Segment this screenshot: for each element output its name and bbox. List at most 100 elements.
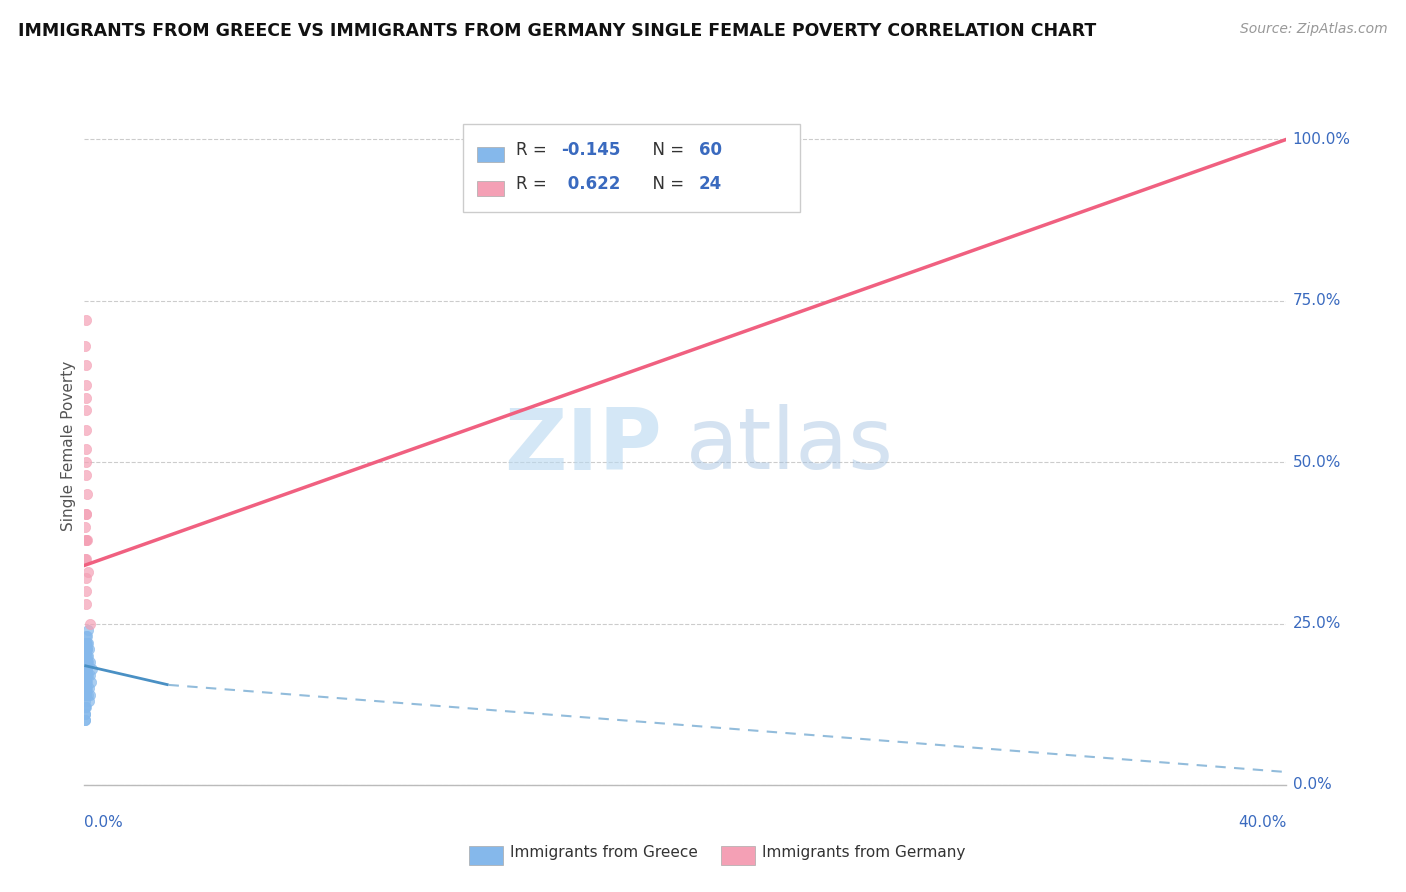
Point (73, 694, 96, 708)
Point (79, 616, 101, 631)
Point (79, 688, 101, 702)
Point (75, 455, 97, 469)
Text: 25.0%: 25.0% (1292, 616, 1341, 631)
Point (73, 648, 96, 663)
Point (75, 507, 97, 521)
Point (75, 442, 97, 457)
Point (75, 636, 97, 650)
Point (75, 584, 97, 599)
Point (76, 533, 98, 547)
Point (77, 681, 100, 695)
Point (75, 552, 97, 566)
Point (76, 655, 98, 669)
Point (75, 423, 97, 437)
Point (75, 700, 97, 714)
Point (76, 642, 98, 657)
Point (76, 487, 98, 501)
Point (80, 662, 103, 676)
Point (75, 668, 97, 682)
Point (75, 662, 97, 676)
Point (80, 674, 103, 689)
Point (73, 714, 96, 728)
Point (73, 706, 96, 721)
Point (77, 655, 100, 669)
Text: 60: 60 (699, 141, 721, 159)
Point (75, 655, 97, 669)
Point (75, 700, 97, 714)
Text: N =: N = (643, 175, 689, 193)
Point (77, 642, 100, 657)
Point (73, 681, 96, 695)
Text: Immigrants from Germany: Immigrants from Germany (762, 846, 966, 860)
Text: Source: ZipAtlas.com: Source: ZipAtlas.com (1240, 22, 1388, 37)
Text: 24: 24 (699, 175, 721, 193)
Point (75, 674, 97, 689)
Point (75, 519, 97, 533)
Point (75, 662, 97, 676)
Point (75, 642, 97, 657)
Point (75, 674, 97, 689)
Point (79, 655, 101, 669)
Point (75, 571, 97, 585)
FancyBboxPatch shape (470, 846, 503, 865)
Point (75, 391, 97, 405)
Point (76, 648, 98, 663)
Point (77, 636, 100, 650)
Point (75, 533, 97, 547)
Point (75, 688, 97, 702)
Point (75, 339, 97, 353)
Point (77, 565, 100, 579)
Point (75, 674, 97, 689)
FancyBboxPatch shape (478, 147, 503, 162)
Point (75, 648, 97, 663)
Point (73, 714, 96, 728)
Point (75, 662, 97, 676)
Point (76, 662, 98, 676)
Point (75, 642, 97, 657)
Point (75, 681, 97, 695)
Point (76, 662, 98, 676)
Text: R =: R = (516, 175, 553, 193)
Point (75, 468, 97, 483)
Point (75, 688, 97, 702)
Point (75, 403, 97, 417)
FancyBboxPatch shape (463, 124, 800, 212)
Text: 0.0%: 0.0% (1292, 778, 1331, 792)
Point (79, 668, 101, 682)
Point (75, 681, 97, 695)
Point (76, 648, 98, 663)
Text: ZIP: ZIP (503, 404, 661, 488)
Text: -0.145: -0.145 (561, 141, 621, 159)
Point (75, 533, 97, 547)
Text: 100.0%: 100.0% (1292, 132, 1351, 147)
Point (75, 377, 97, 392)
Text: atlas: atlas (686, 404, 893, 488)
Point (73, 688, 96, 702)
Text: R =: R = (516, 141, 553, 159)
FancyBboxPatch shape (478, 181, 503, 196)
Point (75, 597, 97, 611)
Point (76, 674, 98, 689)
Point (75, 668, 97, 682)
Point (77, 694, 100, 708)
Text: 50.0%: 50.0% (1292, 455, 1341, 470)
Point (77, 688, 100, 702)
Point (75, 668, 97, 682)
Point (76, 636, 98, 650)
Point (76, 623, 98, 637)
Point (75, 359, 97, 373)
Point (76, 681, 98, 695)
Point (75, 630, 97, 644)
FancyBboxPatch shape (721, 846, 755, 865)
Point (73, 674, 96, 689)
Point (76, 642, 98, 657)
Point (75, 700, 97, 714)
Point (75, 655, 97, 669)
Text: N =: N = (643, 141, 689, 159)
Point (76, 655, 98, 669)
Point (75, 552, 97, 566)
Text: 40.0%: 40.0% (1239, 815, 1286, 830)
Point (75, 706, 97, 721)
Point (76, 668, 98, 682)
Point (75, 636, 97, 650)
